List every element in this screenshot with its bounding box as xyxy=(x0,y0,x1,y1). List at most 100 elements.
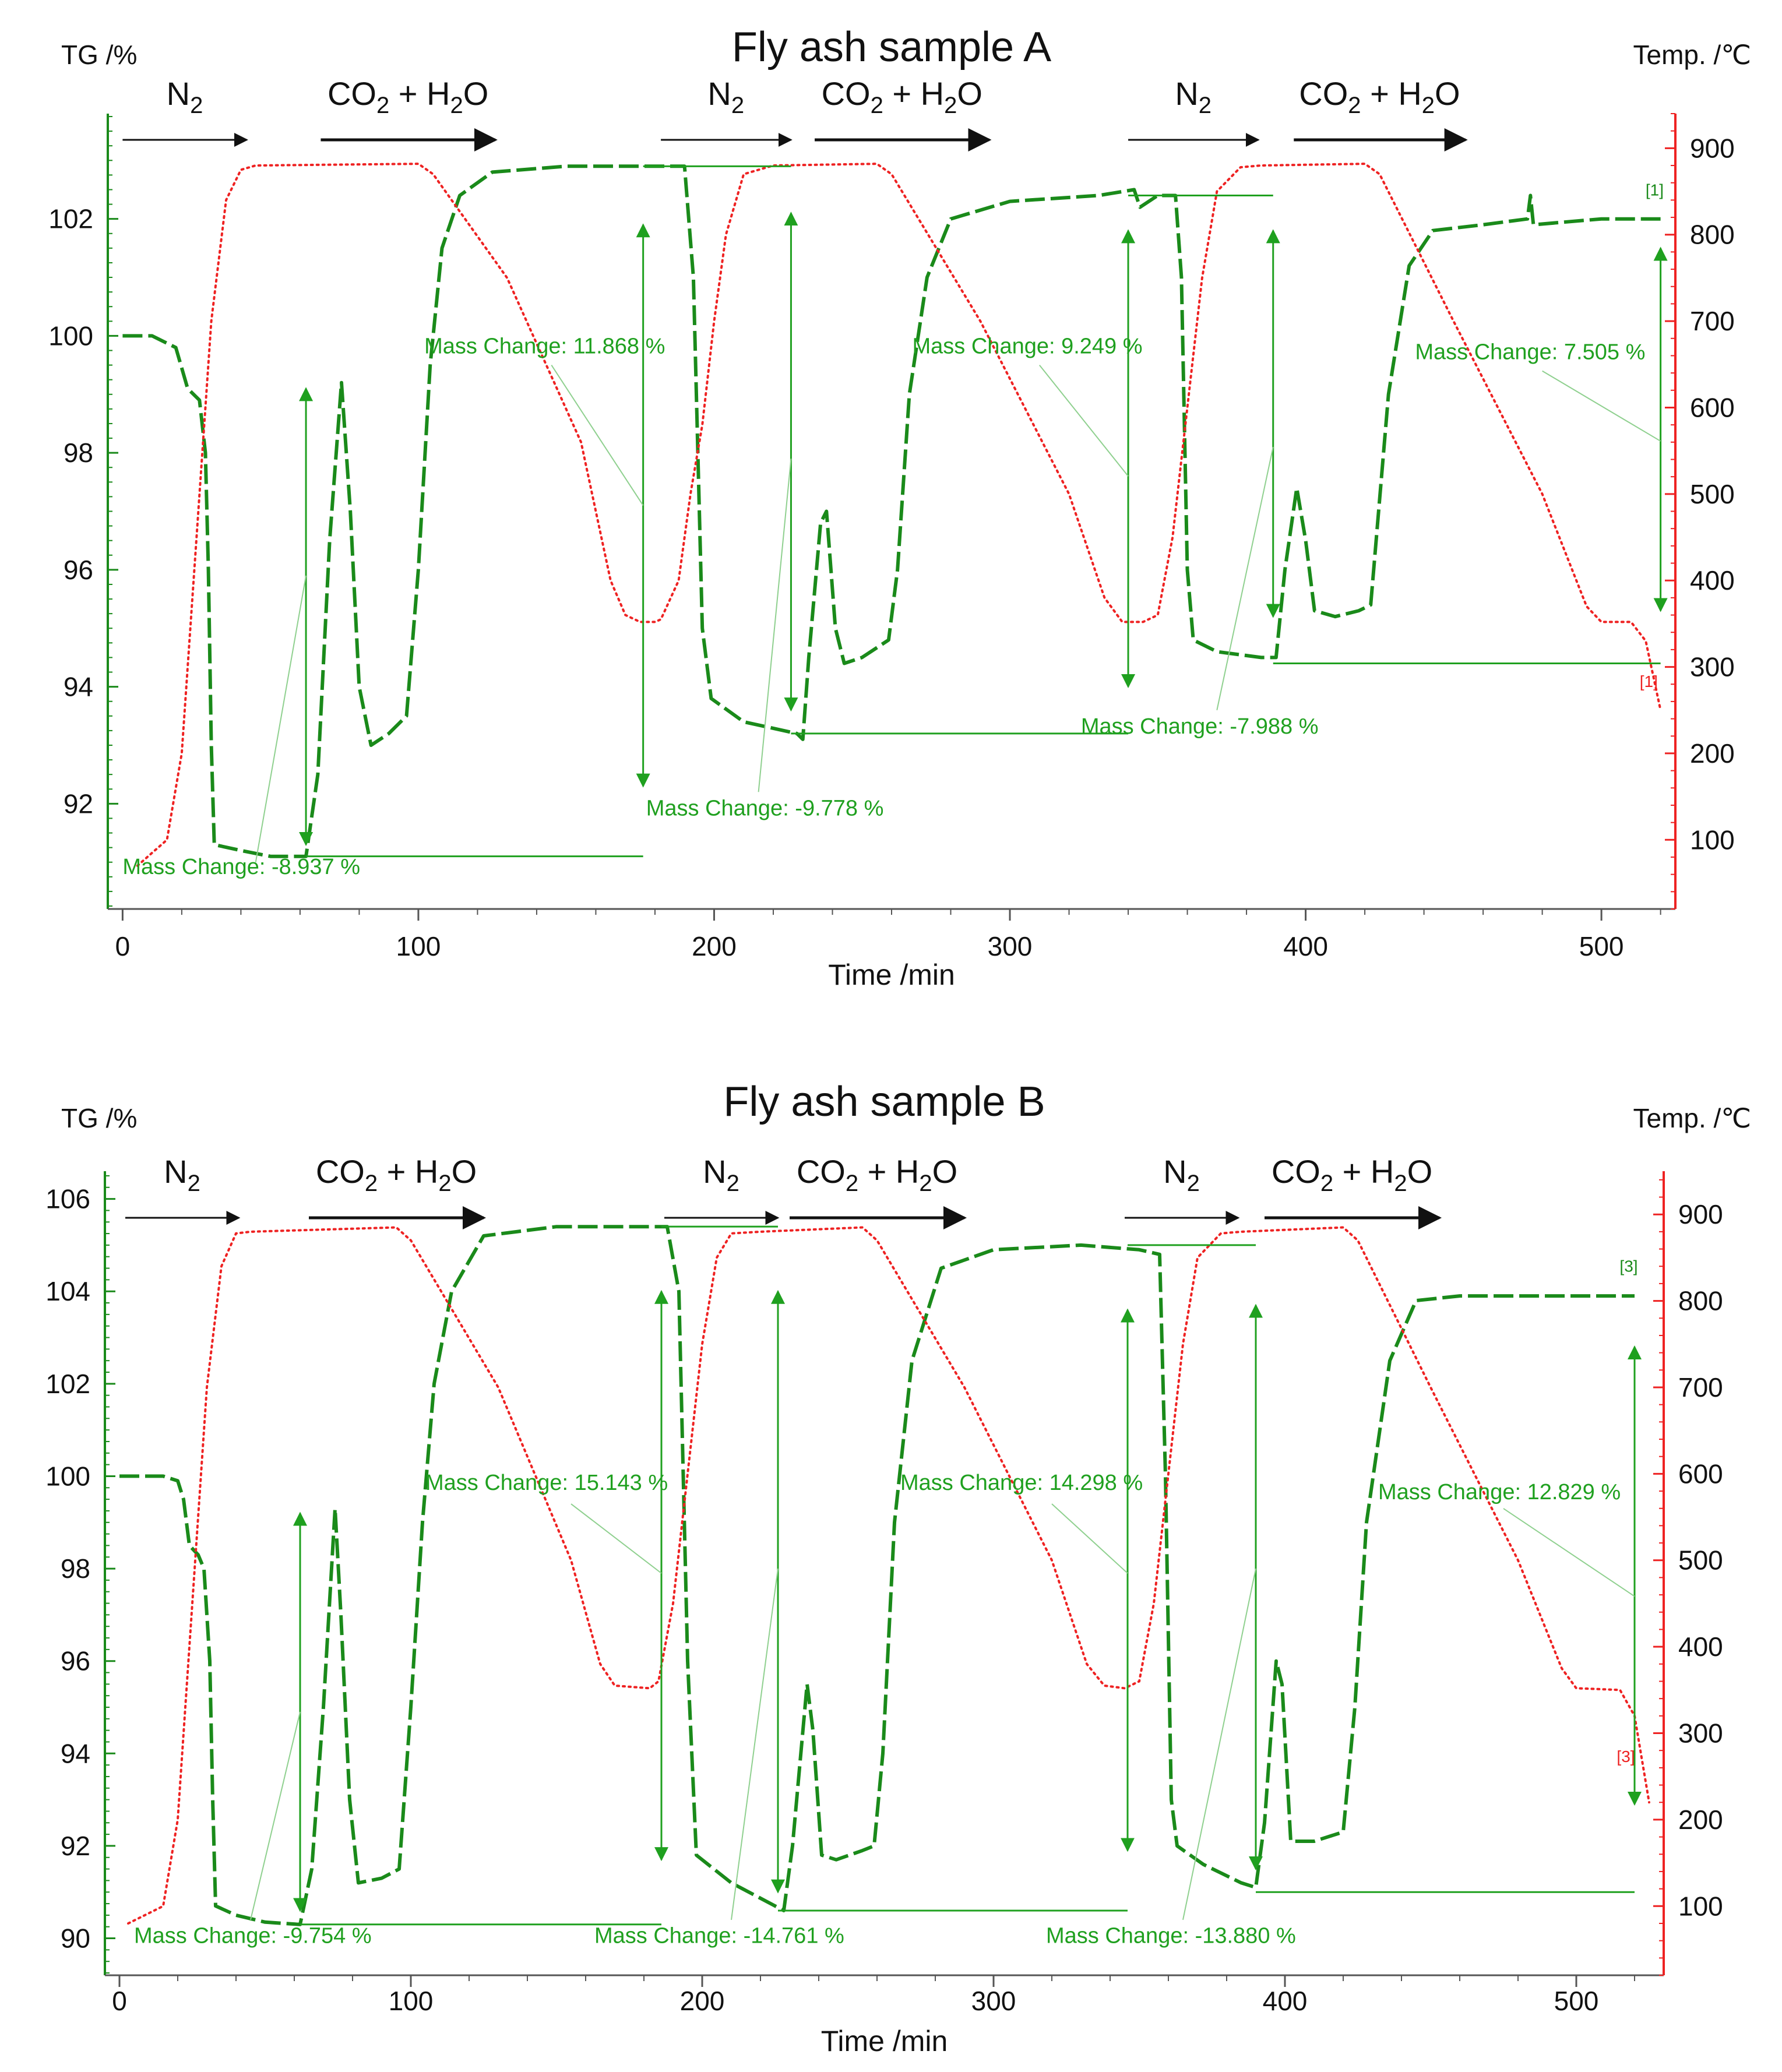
x-tick-label: 500 xyxy=(1579,931,1624,961)
panel-A: Fly ash sample A TG /% Temp. /℃ Time /min 92… xyxy=(48,24,1751,991)
mass-change-annotation: Mass Change: 14.298 % xyxy=(900,1244,1256,1852)
y-left-tick-label: 98 xyxy=(64,438,93,468)
leader-line xyxy=(551,365,644,506)
x-tick-label: 400 xyxy=(1263,1986,1308,2016)
chart-title: Fly ash sample B xyxy=(723,1079,1045,1125)
mass-change-label: Mass Change: -7.988 % xyxy=(1081,714,1319,739)
y-right-tick-label: 800 xyxy=(1690,220,1735,250)
gas-label: N2 xyxy=(1175,75,1212,118)
end-marker-label: [1] xyxy=(1640,672,1658,690)
y-left-tick-label: 102 xyxy=(45,1369,90,1399)
x-tick-label: 200 xyxy=(692,931,737,961)
y-right-tick-label: 600 xyxy=(1678,1458,1723,1489)
mass-change-label: Mass Change: 7.505 % xyxy=(1415,340,1645,365)
y-right-tick-label: 500 xyxy=(1678,1545,1723,1576)
y-left-tick-label: 92 xyxy=(61,1831,90,1861)
gas-label: N2 xyxy=(707,75,744,118)
mass-change-label: Mass Change: -14.761 % xyxy=(594,1923,844,1948)
y-right-tick-label: 400 xyxy=(1678,1631,1723,1662)
mass-change-annotation: Mass Change: 9.249 % xyxy=(913,195,1273,689)
y-right-tick-label: 300 xyxy=(1678,1718,1723,1749)
x-tick-label: 300 xyxy=(971,1986,1016,2016)
y-right-tick-label: 700 xyxy=(1690,306,1735,336)
leader-line xyxy=(1503,1508,1635,1597)
mass-change-label: Mass Change: 15.143 % xyxy=(425,1471,668,1495)
gas-label: N2 xyxy=(167,75,203,118)
mass-change-label: Mass Change: -13.880 % xyxy=(1046,1923,1296,1948)
mass-change-annotation: Mass Change: -7.988 % xyxy=(1081,229,1661,739)
leader-line xyxy=(250,1711,301,1921)
y-right-tick-label: 800 xyxy=(1678,1286,1723,1316)
x-axis-label: Time /min xyxy=(828,959,955,991)
mass-change-annotation: Mass Change: -9.754 % xyxy=(134,1511,661,1948)
mass-change-label: Mass Change: -8.937 % xyxy=(122,855,360,879)
mass-change-annotation: Mass Change: -14.761 % xyxy=(594,1289,1128,1948)
leader-line xyxy=(570,1503,662,1574)
y-left-tick-label: 102 xyxy=(48,204,93,234)
leader-line xyxy=(1542,370,1661,442)
leader-line xyxy=(731,1568,779,1920)
x-tick-label: 200 xyxy=(680,1986,725,2016)
end-marker-label: [1] xyxy=(1646,181,1664,199)
y-left-tick-label: 92 xyxy=(64,788,93,819)
gas-label: CO2 + H2O xyxy=(1299,75,1460,118)
x-tick-label: 0 xyxy=(112,1986,127,2016)
mass-change-annotation: Mass Change: 7.505 % xyxy=(1415,246,1668,612)
mass-change-annotation: Mass Change: 12.829 % xyxy=(1378,1345,1642,1806)
series-tg xyxy=(122,164,1661,858)
mass-change-annotation: Mass Change: 15.143 % xyxy=(425,1225,778,1862)
y-right-tick-label: 300 xyxy=(1690,652,1735,682)
mass-change-label: Mass Change: -9.754 % xyxy=(134,1923,372,1948)
y-right-label: Temp. /℃ xyxy=(1633,1103,1752,1133)
mass-change-label: Mass Change: -9.778 % xyxy=(646,796,884,820)
mass-change-label: Mass Change: 9.249 % xyxy=(913,334,1143,359)
y-right-tick-label: 700 xyxy=(1678,1372,1723,1403)
y-left-tick-label: 90 xyxy=(61,1923,90,1954)
y-right-tick-label: 500 xyxy=(1690,479,1735,509)
series-temperature xyxy=(127,1226,1650,1925)
leader-line xyxy=(1216,446,1274,710)
series-temperature xyxy=(136,163,1662,867)
gas-label: N2 xyxy=(703,1153,739,1196)
y-right-label: Temp. /℃ xyxy=(1633,40,1752,70)
series-tg xyxy=(119,1225,1635,1926)
mass-change-annotation: Mass Change: -9.778 % xyxy=(646,212,1129,820)
gas-label: N2 xyxy=(164,1153,200,1196)
y-left-label: TG /% xyxy=(61,40,137,70)
x-tick-label: 400 xyxy=(1283,931,1328,961)
y-left-tick-label: 104 xyxy=(45,1276,90,1306)
leader-line xyxy=(255,575,307,862)
leader-line xyxy=(1051,1503,1128,1574)
y-right-tick-label: 400 xyxy=(1690,565,1735,595)
leader-line xyxy=(1038,364,1129,477)
mass-change-annotation: Mass Change: 11.868 % xyxy=(424,165,791,788)
gas-label: CO2 + H2O xyxy=(797,1153,957,1196)
mass-change-annotation: Mass Change: -8.937 % xyxy=(122,387,643,879)
x-axis-label: Time /min xyxy=(821,2025,948,2057)
x-tick-label: 300 xyxy=(988,931,1033,961)
y-right-tick-label: 100 xyxy=(1690,824,1735,855)
y-right-tick-label: 900 xyxy=(1690,133,1735,163)
leader-line xyxy=(1182,1568,1256,1921)
y-right-tick-label: 200 xyxy=(1690,738,1735,769)
mass-change-annotation: Mass Change: -13.880 % xyxy=(1046,1303,1635,1948)
y-left-label: TG /% xyxy=(61,1103,137,1133)
y-left-tick-label: 106 xyxy=(45,1184,90,1214)
y-left-tick-label: 98 xyxy=(61,1553,90,1584)
y-left-tick-label: 100 xyxy=(45,1461,90,1491)
y-left-tick-label: 100 xyxy=(48,320,93,351)
y-left-tick-label: 94 xyxy=(61,1738,90,1768)
gas-label: CO2 + H2O xyxy=(327,75,488,118)
end-marker-label: [3] xyxy=(1617,1747,1635,1766)
gas-label: CO2 + H2O xyxy=(822,75,982,118)
y-right-tick-label: 100 xyxy=(1678,1891,1723,1921)
mass-change-label: Mass Change: 11.868 % xyxy=(424,334,665,359)
panel-B: Fly ash sample B TG /% Temp. /℃ Time /min 90… xyxy=(45,1079,1751,2057)
y-left-tick-label: 94 xyxy=(64,672,93,702)
end-marker-label: [3] xyxy=(1619,1257,1637,1275)
x-tick-label: 100 xyxy=(396,931,441,961)
x-tick-label: 100 xyxy=(389,1986,434,2016)
y-right-tick-label: 600 xyxy=(1690,392,1735,422)
gas-label: N2 xyxy=(1163,1153,1200,1196)
